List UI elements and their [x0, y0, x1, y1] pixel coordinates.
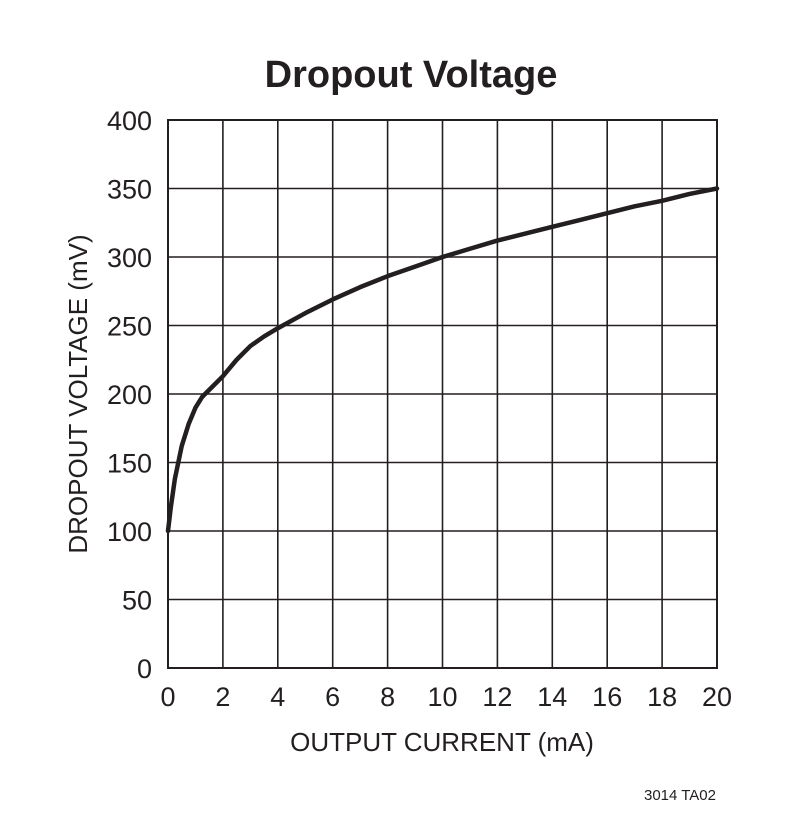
x-tick-label: 10 — [427, 682, 457, 712]
y-tick-label: 300 — [107, 243, 152, 273]
x-tick-label: 16 — [592, 682, 622, 712]
dropout-voltage-curve — [165, 186, 720, 534]
y-tick-label: 200 — [107, 380, 152, 410]
x-tick-label: 14 — [537, 682, 567, 712]
grid — [168, 120, 717, 668]
x-tick-label: 2 — [215, 682, 230, 712]
x-tick-label: 18 — [647, 682, 677, 712]
y-tick-label: 250 — [107, 312, 152, 342]
x-tick-label: 12 — [482, 682, 512, 712]
y-tick-label: 100 — [107, 517, 152, 547]
y-axis-label: DROPOUT VOLTAGE (mV) — [63, 234, 93, 553]
x-axis-label: OUTPUT CURRENT (mA) — [290, 727, 594, 757]
x-tick-label: 4 — [270, 682, 285, 712]
x-tick-label: 20 — [702, 682, 732, 712]
x-tick-label: 6 — [325, 682, 340, 712]
series-group — [165, 186, 720, 534]
x-tick-label: 0 — [160, 682, 175, 712]
y-tick-label: 0 — [137, 654, 152, 684]
y-tick-label: 50 — [122, 586, 152, 616]
y-axis-tick-labels: 0 50 100 150 200 250 300 350 400 — [107, 106, 152, 684]
figure-id: 3014 TA02 — [644, 787, 716, 804]
plot-frame — [167, 119, 718, 669]
y-tick-label: 350 — [107, 175, 152, 205]
x-axis-tick-labels: 0 2 4 6 8 10 12 14 16 18 20 — [160, 682, 732, 712]
y-tick-label: 150 — [107, 449, 152, 479]
chart-title: Dropout Voltage — [265, 54, 558, 96]
x-tick-label: 8 — [380, 682, 395, 712]
y-tick-label: 400 — [107, 106, 152, 136]
